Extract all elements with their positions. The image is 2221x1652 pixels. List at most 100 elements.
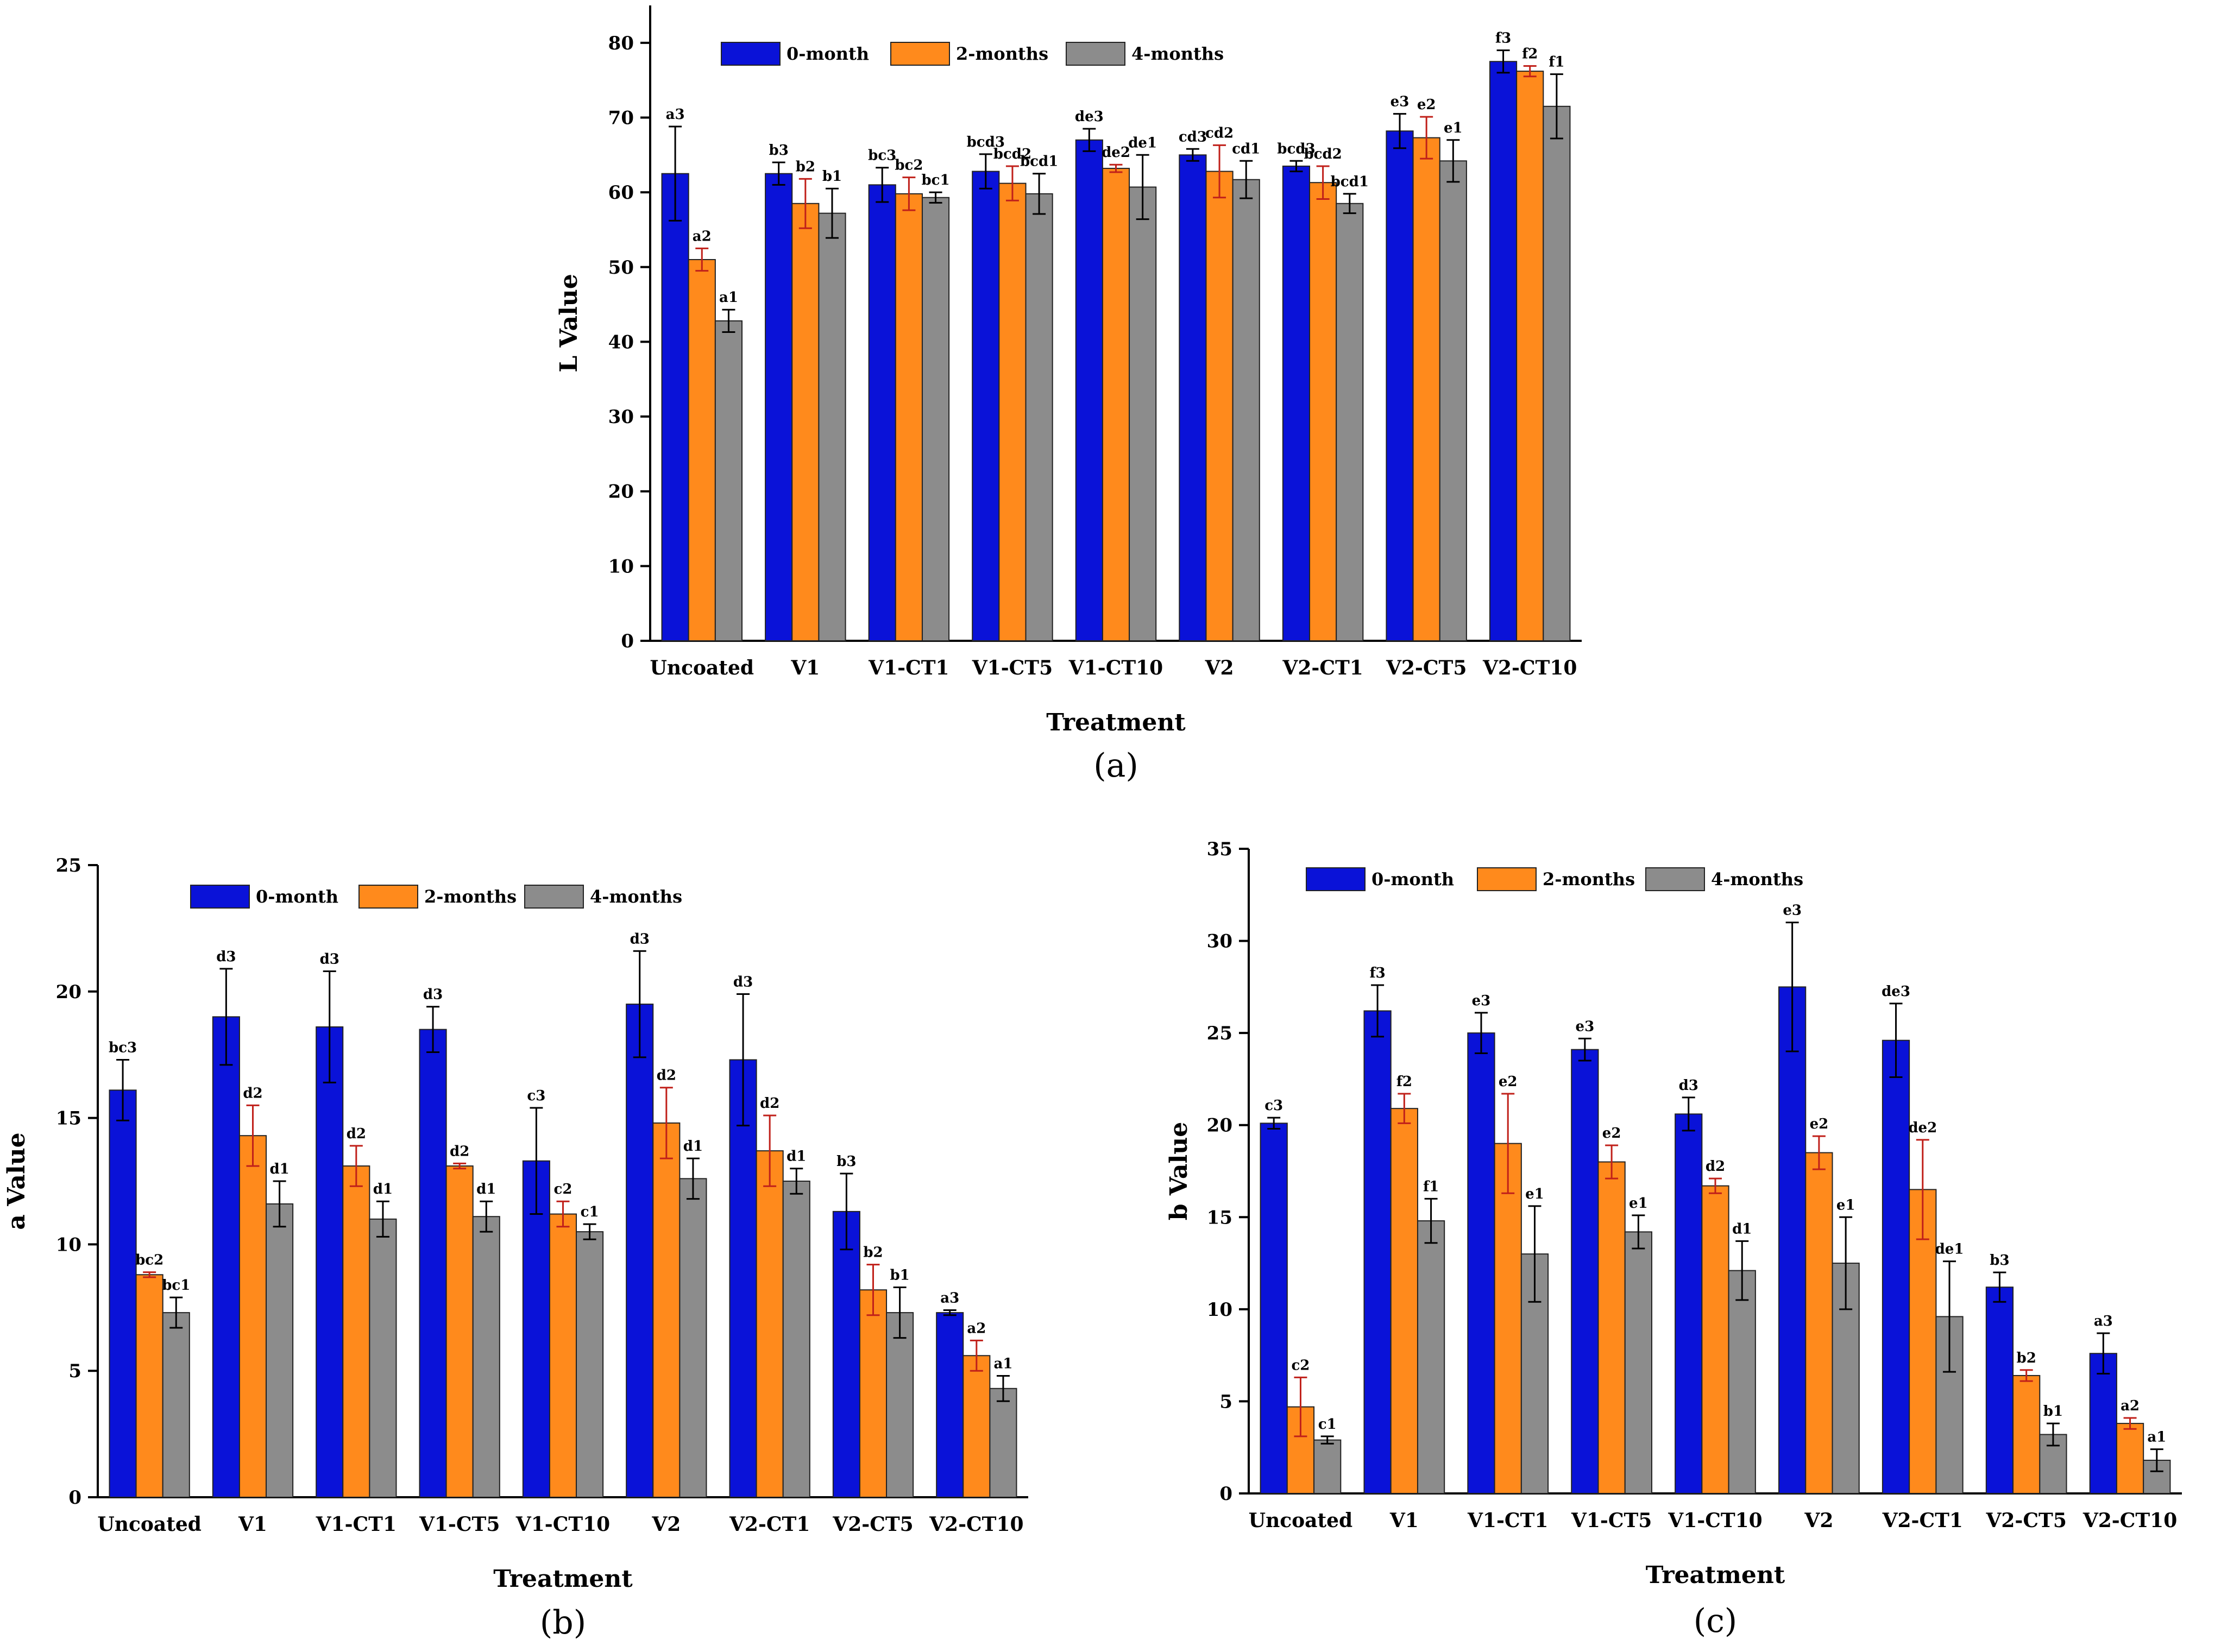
legend-label-1: 2-months (956, 43, 1048, 64)
legend-swatch-2 (524, 885, 584, 909)
bar-b-s0-5 (626, 1004, 654, 1498)
significance-label: e2 (1417, 97, 1436, 113)
bar-b-s0-1 (212, 1016, 240, 1498)
y-tick-label: 5 (68, 1360, 81, 1382)
bar-c-s0-3 (1571, 1049, 1599, 1494)
significance-label: d1 (787, 1149, 806, 1165)
y-tick-label: 50 (608, 257, 634, 279)
significance-label: bc3 (109, 1040, 137, 1056)
bar-a-s1-3 (998, 182, 1027, 642)
x-tick-label: V2-CT10 (2082, 1509, 2177, 1532)
y-tick-label: 30 (608, 406, 634, 428)
bar-c-s2-4 (1728, 1270, 1756, 1494)
bar-c-s1-5 (1805, 1152, 1833, 1494)
x-axis-title: Treatment (493, 1565, 633, 1593)
bar-c-s1-2 (1494, 1143, 1522, 1494)
legend-swatch-1 (358, 885, 418, 909)
bar-a-s2-5 (1232, 179, 1260, 641)
significance-label: a3 (666, 106, 685, 123)
bar-c-s0-8 (2089, 1353, 2117, 1494)
significance-label: e1 (1629, 1195, 1648, 1212)
y-tick-label: 15 (56, 1108, 81, 1130)
bar-a-s1-0 (688, 259, 716, 641)
chart-panel-a: 0 10 20 30 40 50 60 70 80 a3 b3 bc3 bcd3 de3 cd3 bcd3 e3… (0, 0, 2221, 804)
significance-label: c2 (1291, 1357, 1310, 1373)
significance-label: b2 (796, 159, 815, 175)
significance-label: bc1 (921, 172, 949, 188)
bar-b-s2-0 (162, 1312, 190, 1498)
panel-label: (c) (1694, 1602, 1737, 1640)
x-tick-label: V2-CT10 (929, 1513, 1023, 1536)
x-axis-title: Treatment (1046, 709, 1186, 736)
significance-label: de3 (1882, 983, 1910, 1000)
x-tick-label: V1-CT10 (1668, 1509, 1762, 1532)
significance-label: e3 (1576, 1018, 1595, 1035)
significance-label: e1 (1525, 1186, 1544, 1202)
x-tick-label: V2-CT10 (1482, 657, 1577, 679)
y-tick-label: 70 (608, 107, 634, 129)
significance-label: c1 (1318, 1416, 1337, 1433)
x-tick-label: V2-CT1 (729, 1513, 810, 1536)
significance-label: bcd2 (1304, 146, 1342, 162)
y-axis-title: a Value (3, 1132, 30, 1229)
significance-label: b3 (836, 1153, 856, 1170)
bar-a-s1-2 (895, 193, 923, 641)
bar-b-s2-7 (886, 1312, 914, 1498)
legend-swatch-1 (890, 42, 950, 66)
significance-label: b3 (1990, 1252, 2009, 1269)
significance-label: bcd1 (1020, 154, 1058, 170)
significance-label: a1 (993, 1356, 1012, 1372)
x-tick-label: V2 (1804, 1509, 1833, 1532)
bar-c-s0-2 (1467, 1032, 1495, 1494)
bar-a-s2-4 (1129, 186, 1157, 641)
x-tick-label: V1 (1389, 1509, 1419, 1532)
x-tick-label: V1-CT1 (868, 657, 949, 679)
significance-label: d2 (760, 1095, 779, 1112)
significance-label: de2 (1102, 144, 1130, 161)
bar-c-s0-5 (1778, 986, 1807, 1495)
bar-b-s1-8 (962, 1355, 991, 1498)
significance-label: d3 (733, 974, 753, 990)
significance-label: d3 (630, 931, 650, 947)
chart-a: 0 10 20 30 40 50 60 70 80 a3 b3 bc3 bcd3 de3 cd3 bcd3 e3… (555, 5, 1582, 785)
significance-label: b2 (2017, 1350, 2036, 1366)
significance-label: d1 (269, 1161, 289, 1177)
y-tick-label: 60 (608, 182, 634, 204)
bar-a-s0-2 (868, 184, 896, 641)
x-tick-label: V2 (1205, 657, 1234, 679)
bar-b-s1-4 (549, 1213, 577, 1498)
significance-label: cd2 (1205, 125, 1234, 141)
significance-label: a3 (940, 1290, 959, 1306)
y-tick-label: 25 (56, 855, 81, 877)
significance-label: c1 (581, 1204, 599, 1220)
y-tick-label: 35 (1207, 838, 1232, 860)
legend-swatch-2 (1645, 867, 1705, 891)
significance-label: de1 (1935, 1241, 1964, 1258)
bar-b-s2-8 (989, 1388, 1017, 1498)
significance-label: a1 (2147, 1429, 2166, 1446)
bar-a-s0-4 (1075, 139, 1103, 641)
bar-a-s1-7 (1412, 137, 1440, 641)
significance-label: a2 (2121, 1398, 2140, 1414)
significance-label: bcd3 (1277, 141, 1315, 157)
bar-c-s2-1 (1417, 1220, 1445, 1494)
bar-b-s1-2 (342, 1165, 370, 1498)
bar-a-s0-7 (1386, 130, 1414, 641)
significance-label: a1 (719, 289, 738, 306)
significance-label: e1 (1836, 1197, 1855, 1213)
bar-c-s0-1 (1363, 1010, 1392, 1494)
significance-label: e2 (1602, 1125, 1621, 1142)
y-axis-title: b Value (1165, 1122, 1193, 1220)
panel-label: (a) (1093, 747, 1138, 785)
bar-c-s1-8 (2116, 1423, 2144, 1495)
bar-b-s1-6 (756, 1150, 784, 1498)
chart-panel-b: 0 5 10 15 20 25 bc3 d3 d3 d3 c3 d3 d3 b3 a3 bc2 d2 d2 d2 c2… (0, 804, 1111, 1650)
x-tick-label: V1-CT5 (972, 657, 1053, 679)
bar-a-s0-0 (661, 173, 689, 641)
significance-label: e3 (1472, 993, 1491, 1009)
y-tick-label: 0 (621, 630, 634, 652)
bar-b-s0-2 (316, 1026, 344, 1498)
bar-b-s1-0 (135, 1274, 163, 1498)
y-tick-label: 10 (1207, 1299, 1232, 1321)
significance-label: d3 (423, 987, 443, 1003)
